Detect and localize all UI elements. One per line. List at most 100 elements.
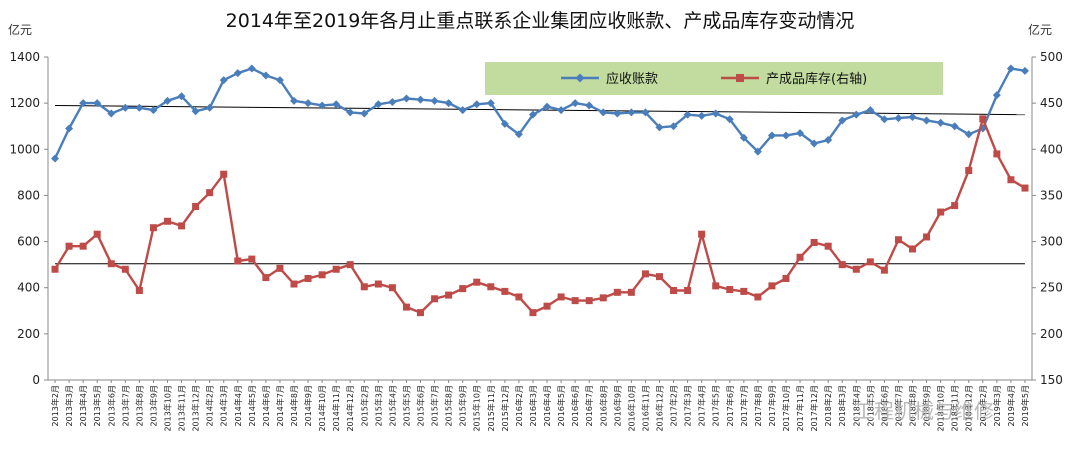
data-point <box>515 293 523 301</box>
data-point <box>276 264 284 272</box>
data-point <box>543 102 552 111</box>
x-tick-label: 2018年12月 <box>964 385 974 432</box>
data-point <box>121 103 130 112</box>
data-point <box>964 130 973 139</box>
x-tick-label: 2017年6月 <box>725 385 735 426</box>
data-point <box>684 286 692 294</box>
data-point <box>486 99 495 108</box>
data-point <box>388 284 396 292</box>
data-point <box>697 111 706 120</box>
data-point <box>487 283 495 291</box>
left-tick-label: 1400 <box>9 50 40 64</box>
data-point <box>754 293 762 301</box>
x-tick-label: 2014年7月 <box>275 385 285 426</box>
x-tick-label: 2015年8月 <box>444 385 454 426</box>
data-point <box>768 282 776 290</box>
data-point <box>810 238 818 246</box>
data-point <box>178 222 186 230</box>
x-tick-label: 2017年5月 <box>711 385 721 426</box>
data-point <box>360 283 368 291</box>
data-point <box>135 103 144 112</box>
x-tick-label: 2019年3月 <box>992 385 1002 426</box>
x-tick-label: 2016年6月 <box>570 385 580 426</box>
x-tick-label: 2015年7月 <box>430 385 440 426</box>
x-tick-label: 2016年5月 <box>556 385 566 426</box>
x-tick-label: 2013年4月 <box>78 385 88 426</box>
data-point <box>472 100 481 109</box>
data-point <box>107 109 116 118</box>
data-point <box>951 202 959 210</box>
data-point <box>445 291 453 299</box>
x-tick-label: 2016年2月 <box>514 385 524 426</box>
x-tick-label: 2016年12月 <box>654 385 664 432</box>
data-point <box>360 109 369 118</box>
x-tick-label: 2018年9月 <box>922 385 932 426</box>
x-tick-label: 2014年3月 <box>219 385 229 426</box>
data-point <box>1020 66 1029 75</box>
x-tick-label: 2016年4月 <box>542 385 552 426</box>
data-point <box>726 286 734 294</box>
data-point <box>248 255 256 263</box>
data-point <box>852 110 861 119</box>
trendlines <box>55 104 1025 265</box>
data-point <box>121 265 129 273</box>
data-point <box>51 265 59 273</box>
legend-marker-inventory <box>736 74 744 82</box>
x-tick-label: 2015年11月 <box>486 385 496 432</box>
x-tick-label: 2016年8月 <box>598 385 608 426</box>
data-point <box>473 278 481 286</box>
data-point <box>346 261 354 269</box>
data-point <box>782 274 790 282</box>
data-point <box>740 287 748 295</box>
data-point <box>711 109 720 118</box>
data-point <box>557 106 566 115</box>
data-point <box>163 217 171 225</box>
data-point <box>894 114 903 123</box>
data-point <box>332 100 341 109</box>
data-point <box>669 122 678 131</box>
data-point <box>712 282 720 290</box>
x-tick-label: 2018年4月 <box>851 385 861 426</box>
left-tick-label: 1200 <box>9 96 40 110</box>
legend-label-inventory: 产成品库存(右轴) <box>766 71 867 87</box>
x-tick-label: 2018年3月 <box>837 385 847 426</box>
x-tick-label: 2015年2月 <box>359 385 369 426</box>
series-line-0 <box>53 67 1026 160</box>
data-point <box>430 96 439 105</box>
data-point <box>739 133 748 142</box>
x-tick-label: 2018年7月 <box>893 385 903 426</box>
data-point <box>318 271 326 279</box>
data-point <box>670 286 678 294</box>
data-point <box>698 230 706 238</box>
right-tick-label: 250 <box>1040 281 1063 295</box>
x-tick-label: 2018年2月 <box>823 385 833 426</box>
data-point <box>824 242 832 250</box>
x-tick-label: 2018年11月 <box>950 385 960 432</box>
data-point <box>234 257 242 265</box>
data-point <box>374 280 382 288</box>
x-tick-label: 2014年2月 <box>205 385 215 426</box>
data-point <box>51 154 60 163</box>
data-point <box>304 274 312 282</box>
data-point <box>796 253 804 261</box>
x-tick-label: 2014年4月 <box>233 385 243 426</box>
data-point <box>796 129 805 138</box>
data-point <box>613 109 622 118</box>
data-point <box>613 288 621 296</box>
data-point <box>220 170 228 178</box>
data-point <box>936 118 945 127</box>
data-point <box>627 288 635 296</box>
data-point <box>149 224 157 232</box>
data-point <box>529 309 537 317</box>
data-point <box>192 203 200 211</box>
data-point <box>923 233 931 241</box>
right-tick-label: 350 <box>1040 188 1063 202</box>
data-point <box>838 261 846 269</box>
data-point <box>79 99 88 108</box>
x-tick-label: 2013年12月 <box>191 385 201 432</box>
x-tick-label: 2013年8月 <box>134 385 144 426</box>
data-point <box>290 280 298 288</box>
x-tick-label: 2017年9月 <box>767 385 777 426</box>
x-tick-label: 2015年4月 <box>387 385 397 426</box>
x-tick-label: 2017年3月 <box>683 385 693 426</box>
